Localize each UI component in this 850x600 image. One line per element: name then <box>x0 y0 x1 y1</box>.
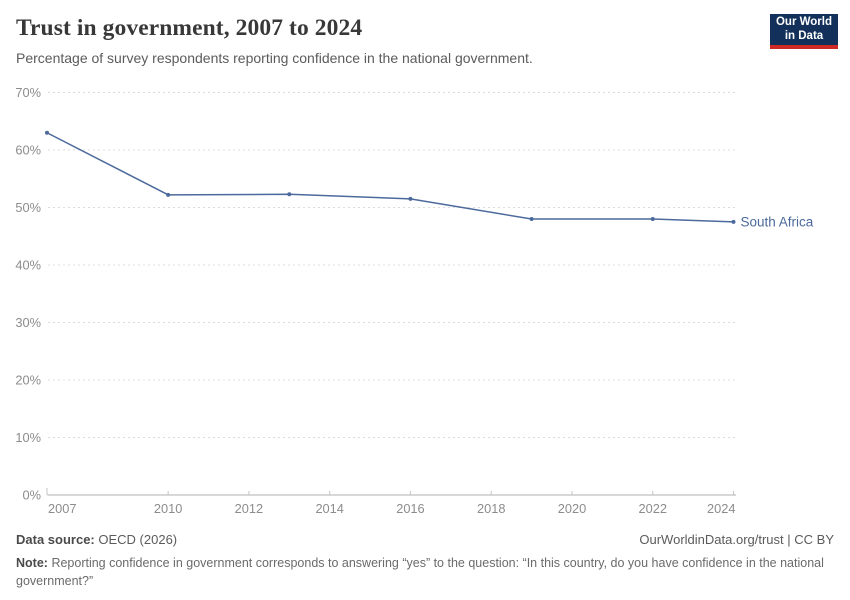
data-point-south-africa-2016[interactable] <box>408 196 413 201</box>
y-axis-label-60: 60% <box>15 143 41 158</box>
data-source-label: Data source: <box>16 532 95 547</box>
x-axis-label-2010: 2010 <box>154 501 182 516</box>
note-label: Note: <box>16 556 48 570</box>
x-axis-label-2024: 2024 <box>707 501 735 516</box>
credit: OurWorldinData.org/trust | CC BY <box>639 532 834 548</box>
x-axis-label-2007: 2007 <box>48 501 76 516</box>
data-point-south-africa-2022[interactable] <box>650 217 655 221</box>
series-line-south-africa[interactable] <box>46 132 735 223</box>
y-axis-label-40: 40% <box>15 258 41 273</box>
note-text: Reporting confidence in government corre… <box>16 556 824 588</box>
data-point-south-africa-2019[interactable] <box>529 217 534 221</box>
header: Trust in government, 2007 to 2024 Our Wo… <box>16 14 838 49</box>
x-axis-label-2022: 2022 <box>639 501 667 516</box>
page-title: Trust in government, 2007 to 2024 <box>16 15 363 41</box>
x-axis-label-2018: 2018 <box>477 501 505 516</box>
x-axis-label-2012: 2012 <box>235 501 263 516</box>
entity-label-south-africa[interactable]: South Africa <box>741 214 814 229</box>
y-axis-label-70: 70% <box>15 85 41 100</box>
chart-note: Note: Reporting confidence in government… <box>16 555 824 590</box>
license-text: | CC BY <box>783 532 834 547</box>
owid-url-link[interactable]: OurWorldinData.org/trust <box>639 532 784 547</box>
x-axis-label-2016: 2016 <box>396 501 424 516</box>
y-axis-label-30: 30% <box>15 315 41 330</box>
data-point-south-africa-2010[interactable] <box>166 192 171 197</box>
y-axis-label-20: 20% <box>15 373 41 388</box>
y-axis-label-10: 10% <box>15 430 41 445</box>
owid-logo-line1: Our World <box>775 16 832 28</box>
data-source: Data source: OECD (2026) <box>16 532 177 548</box>
footer-row: Data source: OECD (2026) OurWorldinData.… <box>16 532 834 548</box>
y-axis-label-50: 50% <box>15 200 41 215</box>
owid-logo-line2: in Data <box>784 29 824 42</box>
trust-line-chart[interactable]: 0% 10% 20% 30% 40% 50% 60% 70% 2007 2010 2012 2014 2… <box>0 80 850 520</box>
owid-logo[interactable]: Our World in Data <box>770 14 838 49</box>
data-point-south-africa-2013[interactable] <box>287 192 292 197</box>
x-axis-label-2014: 2014 <box>315 501 343 516</box>
chart-subtitle: Percentage of survey respondents reporti… <box>16 50 533 66</box>
data-source-value[interactable]: OECD (2026) <box>98 532 178 547</box>
y-axis-label-0: 0% <box>23 488 42 503</box>
data-point-south-africa-2007[interactable] <box>45 130 49 135</box>
data-point-south-africa-2024[interactable] <box>731 219 736 224</box>
footer: Data source: OECD (2026) OurWorldinData.… <box>16 532 834 590</box>
x-axis-label-2020: 2020 <box>558 501 586 516</box>
